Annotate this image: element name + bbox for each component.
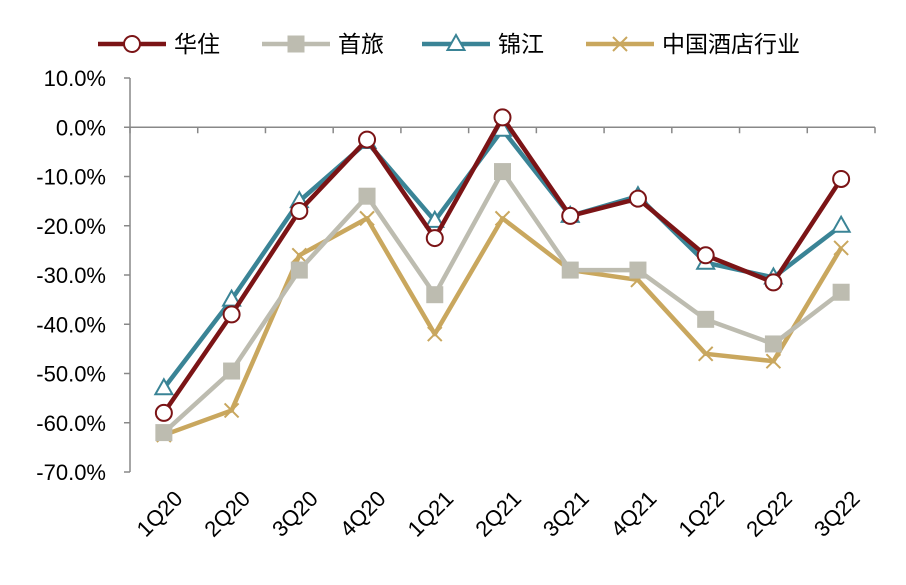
y-tick-label: -30.0% [36, 263, 106, 288]
x-tick-label: 2Q21 [470, 486, 526, 542]
series-circle [154, 108, 851, 422]
data-point [358, 187, 376, 205]
data-point [561, 261, 579, 279]
x-tick-label: 3Q21 [538, 486, 594, 542]
data-point [832, 169, 851, 188]
legend-item: 首旅 [262, 32, 384, 58]
y-tick-label: -50.0% [36, 362, 106, 387]
series-square [155, 163, 850, 442]
x-axis: 1Q20 2Q20 3Q20 4Q20 1Q21 2Q21 3Q21 4Q21 1Q22 2Q22… [129, 126, 876, 542]
y-tick-label: -70.0% [36, 460, 106, 485]
legend-item: 华住 [98, 32, 220, 58]
data-point [697, 310, 715, 328]
y-tick-label: -40.0% [36, 312, 106, 337]
legend-marker [445, 32, 467, 51]
x-tick-label: 3Q22 [809, 486, 865, 542]
data-point [427, 326, 443, 342]
data-point [697, 346, 714, 362]
data-point [424, 209, 445, 228]
x-tick-label: 2Q22 [741, 486, 797, 542]
data-point [223, 402, 240, 419]
legend-label: 首旅 [338, 32, 384, 58]
data-point [628, 189, 647, 208]
x-tick-label: 1Q21 [403, 486, 459, 542]
data-point [291, 247, 308, 264]
legend-marker [612, 36, 628, 52]
data-point [765, 353, 782, 369]
legend-marker [287, 35, 305, 53]
data-point [764, 273, 783, 292]
data-point [493, 108, 512, 127]
y-tick-label: 10.0% [44, 66, 106, 91]
data-point [425, 229, 444, 248]
y-tick-label: -60.0% [36, 411, 106, 436]
legend-label: 中国酒店行业 [662, 32, 800, 58]
data-point [155, 424, 173, 442]
data-point [222, 305, 241, 324]
plot-area [153, 108, 852, 443]
x-tick-label: 1Q20 [132, 486, 188, 542]
data-point [830, 214, 852, 233]
data-point [154, 403, 173, 422]
y-tick-label: 0.0% [56, 115, 106, 140]
series-line [162, 115, 844, 415]
data-point [696, 246, 715, 265]
x-tick-label: 4Q21 [606, 486, 662, 542]
legend-label: 锦江 [498, 32, 544, 58]
data-point [833, 240, 849, 256]
data-point [359, 210, 375, 227]
data-point [153, 377, 175, 396]
series-triangle [153, 118, 852, 396]
legend-item: 锦江 [422, 32, 544, 58]
x-tick-label: 1Q22 [673, 486, 729, 542]
data-point [629, 261, 647, 279]
x-tick-label: 3Q20 [267, 486, 323, 542]
data-point [290, 261, 308, 279]
x-tick-label: 2Q20 [199, 486, 255, 542]
y-tick-label: -10.0% [36, 165, 106, 190]
data-point [832, 283, 850, 301]
data-point [223, 362, 241, 380]
data-point [358, 130, 377, 149]
legend-marker [123, 35, 141, 53]
legend-label: 华住 [174, 32, 220, 58]
data-point [494, 210, 511, 227]
y-tick-label: -20.0% [36, 214, 106, 239]
data-point [290, 201, 309, 220]
y-axis: 10.0% 0.0% -10.0% -20.0% -30.0% -40.0% -50.0% -… [36, 66, 131, 485]
x-tick-label: 4Q20 [335, 486, 391, 542]
data-point [494, 163, 511, 181]
data-point [426, 286, 444, 304]
legend-item: 中国酒店行业 [586, 32, 800, 58]
data-point [764, 335, 782, 353]
data-point [561, 206, 580, 225]
legend: 华住 首旅 锦江 中国酒店行业 [98, 32, 800, 58]
series-line [162, 169, 843, 435]
